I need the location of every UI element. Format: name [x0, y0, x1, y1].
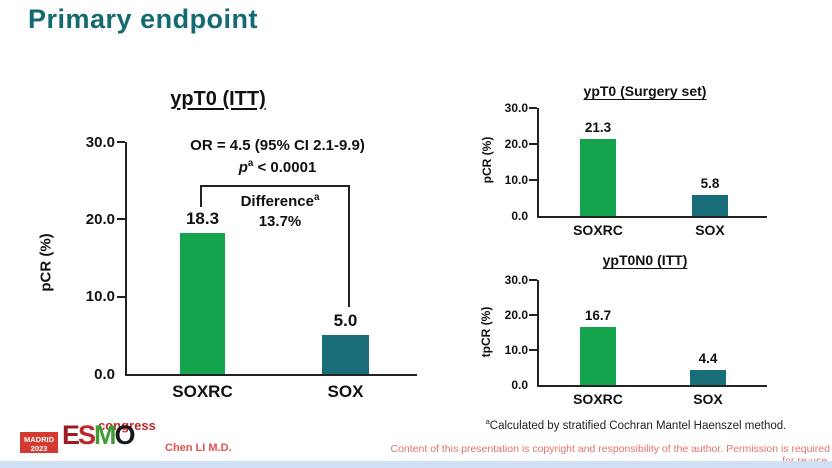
y-axis-label: tpCR (%): [479, 306, 493, 358]
esmo-letter: S: [78, 420, 96, 450]
p-superscript: a: [247, 158, 254, 169]
difference-value: 13.7%: [258, 213, 302, 230]
footnote-superscript: a: [485, 417, 490, 426]
axis-tick: [529, 349, 537, 351]
x-tick-label-sox: SOX: [695, 222, 725, 238]
footnote-text: Calculated by stratified Cochran Mantel …: [489, 419, 787, 432]
axis-tick: [117, 296, 125, 298]
bar-soxrc: 21.3: [580, 120, 616, 216]
bar-value-label: 5.0: [333, 311, 358, 331]
comparison-bracket-horizontal: [200, 185, 350, 187]
author-credit: Chen LI M.D.: [165, 442, 232, 454]
y-tick-label: 20.0: [504, 308, 528, 322]
chart-title: ypT0N0 (ITT): [602, 252, 688, 268]
y-tick-label: 0.0: [94, 366, 115, 383]
bar-value-label: 21.3: [584, 120, 612, 136]
y-tick-label: 10.0: [504, 343, 528, 357]
bar-value-label: 4.4: [698, 350, 718, 366]
x-tick-label-soxrc: SOXRC: [172, 382, 233, 401]
x-tick-label-soxrc: SOXRC: [573, 391, 623, 407]
y-tick-label: 0.0: [511, 378, 528, 392]
year-text: 2023: [30, 444, 48, 454]
bar-soxrc: 18.3: [180, 209, 225, 374]
page-title: Primary endpoint: [28, 4, 259, 34]
axis-tick: [529, 279, 537, 281]
bar-sox: 5.0: [322, 311, 369, 374]
chart-title: ypT0 (Surgery set): [583, 83, 707, 99]
y-tick-label: 30.0: [85, 134, 115, 151]
y-tick-label: 10.0: [85, 288, 115, 305]
bar-sox: 4.4: [690, 351, 726, 385]
bar-soxrc: 16.7: [580, 308, 616, 385]
bottom-accent-strip: [0, 461, 832, 468]
comparison-bracket-left-leg: [200, 185, 202, 207]
axis-tick: [529, 314, 537, 316]
axis-tick: [117, 218, 125, 220]
esmo-wordmark: ESMO: [62, 420, 136, 450]
axis-tick: [529, 179, 537, 181]
p-symbol: p: [238, 159, 248, 176]
axis-tick: [117, 141, 125, 143]
comparison-bracket-right-leg: [348, 185, 350, 307]
x-tick-label-sox: SOX: [327, 382, 364, 401]
y-axis-label: pCR (%): [480, 136, 494, 184]
venue-text: MADRID: [24, 435, 54, 444]
difference-label: Differencea: [215, 192, 345, 210]
x-tick-label-sox: SOX: [693, 391, 723, 407]
y-tick-label: 20.0: [504, 137, 528, 151]
y-tick-label: 10.0: [504, 173, 528, 187]
congress-wordmark: congress: [98, 418, 156, 433]
x-tick-label-soxrc: SOXRC: [573, 222, 623, 238]
madrid-2023-badge: MADRID 2023: [20, 432, 58, 453]
bar-sox: 5.8: [692, 176, 728, 216]
y-tick-label: 0.0: [511, 209, 528, 223]
difference-superscript: a: [313, 192, 320, 203]
p-value-text: < 0.0001: [253, 159, 317, 176]
bar-value-label: 18.3: [185, 208, 220, 228]
chart-title: ypT0 (ITT): [170, 88, 266, 110]
y-axis-label: pCR (%): [37, 233, 55, 292]
bar-value-label: 5.8: [700, 176, 720, 192]
plot-area: 18.3 5.0 SOXRC SOX: [117, 141, 417, 401]
odds-ratio-annotation: OR = 4.5 (95% CI 2.1-9.9): [190, 137, 365, 154]
plot-area: 21.3 5.8 SOXRC SOX: [529, 107, 767, 238]
esmo-letter: O: [114, 420, 136, 450]
y-tick-label: 30.0: [504, 101, 528, 115]
bar-value-label: 16.7: [584, 307, 612, 323]
y-tick-label: 30.0: [504, 273, 528, 287]
difference-text: Difference: [240, 193, 314, 210]
plot-area: 16.7 4.4 SOXRC SOX: [529, 279, 767, 407]
y-tick-label: 20.0: [85, 211, 115, 228]
esmo-congress-logo: congress MADRID 2023 ESMO: [18, 416, 168, 460]
axis-tick: [529, 143, 537, 145]
esmo-letter: M: [94, 420, 116, 450]
p-value-annotation: pa < 0.0001: [175, 158, 380, 176]
esmo-letter: E: [62, 420, 80, 450]
method-footnote: aCalculated by stratified Cochran Mantel…: [440, 417, 832, 432]
axis-tick: [529, 107, 537, 109]
